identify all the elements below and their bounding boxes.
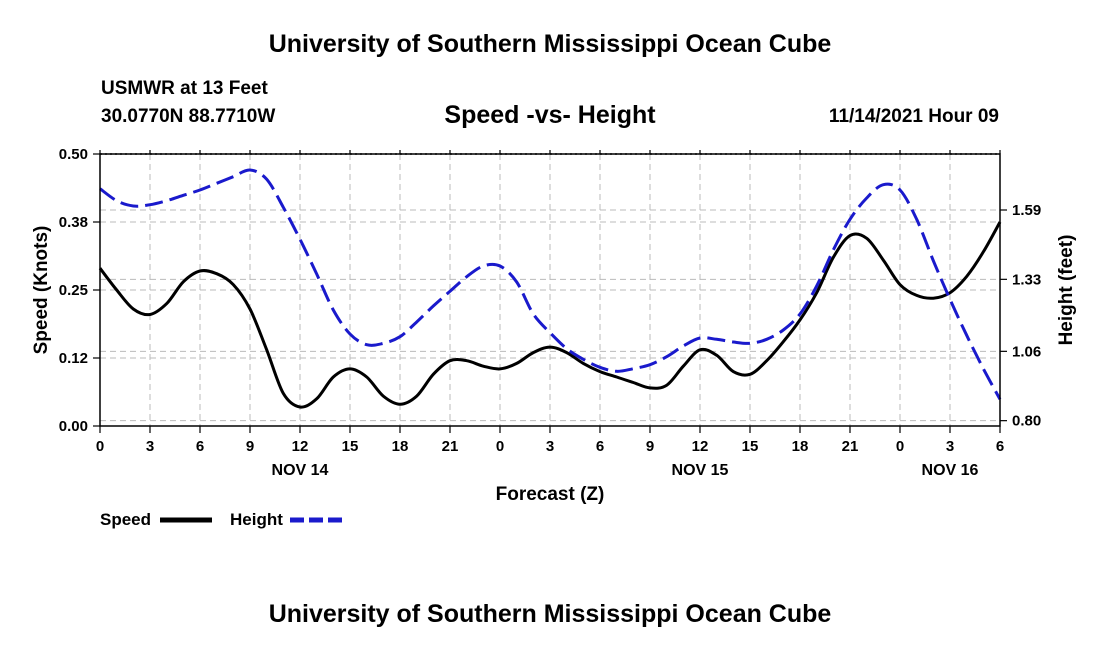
x-tick-label: 3 xyxy=(546,438,554,455)
y2-tick-label: 0.80 xyxy=(1012,413,1041,430)
x-tick-label: 6 xyxy=(996,438,1004,455)
y2-tick-label: 1.06 xyxy=(1012,343,1041,360)
x-tick-label: 6 xyxy=(596,438,604,455)
axes: 0 3 6 9 12 15 18 21 0 3 6 9 12 15 18 21 0 3 6 0.00 0.12 0.25 0… xyxy=(59,146,1041,479)
x-axis-label: Forecast (Z) xyxy=(496,484,605,505)
grid xyxy=(99,153,1001,427)
station-label: USMWR at 13 Feet xyxy=(101,78,268,99)
x-tick-label: 12 xyxy=(292,438,309,455)
x-tick-label: 15 xyxy=(742,438,759,455)
x-tick-label: 18 xyxy=(792,438,809,455)
date-label: NOV 16 xyxy=(922,462,979,479)
y-tick-label: 0.50 xyxy=(59,146,88,163)
x-tick-label: 12 xyxy=(692,438,709,455)
x-tick-label: 21 xyxy=(442,438,459,455)
y2-tick-label: 1.59 xyxy=(1012,202,1041,219)
x-tick-label: 0 xyxy=(496,438,504,455)
x-tick-label: 9 xyxy=(646,438,654,455)
x-tick-label: 15 xyxy=(342,438,359,455)
chart-title: Speed -vs- Height xyxy=(444,101,656,129)
y2-tick-label: 1.33 xyxy=(1012,271,1041,288)
page-title: University of Southern Mississippi Ocean… xyxy=(268,30,832,58)
legend: Speed Height xyxy=(100,510,342,529)
x-tick-label: 9 xyxy=(246,438,254,455)
y-tick-label: 0.12 xyxy=(59,350,88,367)
date-label: NOV 14 xyxy=(272,462,329,479)
x-tick-label: 3 xyxy=(146,438,154,455)
y-tick-label: 0.38 xyxy=(59,214,88,231)
x-tick-label: 0 xyxy=(96,438,104,455)
y-tick-label: 0.00 xyxy=(59,418,88,435)
legend-speed-label: Speed xyxy=(100,510,151,529)
speed-series-line xyxy=(98,221,1002,409)
x-tick-label: 21 xyxy=(842,438,859,455)
location-label: 30.0770N 88.7710W xyxy=(101,106,276,127)
legend-height-label: Height xyxy=(230,510,283,529)
x-tick-label: 3 xyxy=(946,438,954,455)
y-axis-label: Speed (Knots) xyxy=(31,226,52,355)
x-tick-label: 6 xyxy=(196,438,204,455)
x-tick-label: 0 xyxy=(896,438,904,455)
date-label: NOV 15 xyxy=(672,462,729,479)
series-layer xyxy=(98,168,1002,409)
footer-title: University of Southern Mississippi Ocean… xyxy=(268,600,832,628)
y2-axis-label: Height (feet) xyxy=(1056,235,1077,346)
x-tick-label: 18 xyxy=(392,438,409,455)
height-series-line xyxy=(99,168,1002,401)
datetime-label: 11/14/2021 Hour 09 xyxy=(828,106,999,127)
y-tick-label: 0.25 xyxy=(59,282,88,299)
